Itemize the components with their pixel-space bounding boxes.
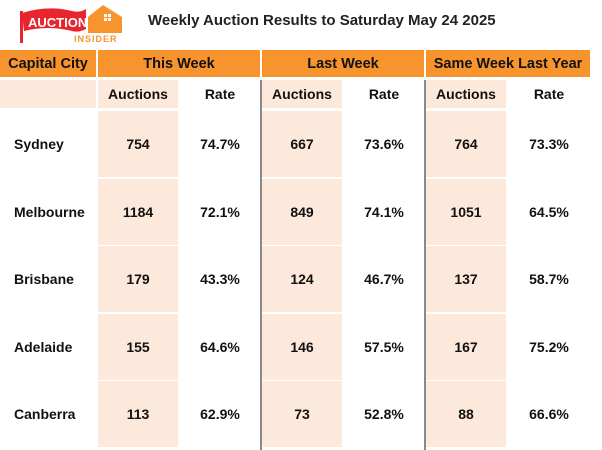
header-last-week: Last Week [262,50,424,77]
auctions-value: 137 [426,246,506,312]
rate-value: 62.9% [200,406,240,422]
city-name: Adelaide [14,339,73,355]
rate-value: 74.7% [200,136,240,152]
auctions-value: 124 [262,246,342,312]
rate-value: 64.6% [200,339,240,355]
auctions-value: 849 [262,179,342,245]
rate-value: 72.1% [200,204,240,220]
auctions-value: 1051 [426,179,506,245]
rate-value: 75.2% [529,339,569,355]
rate-value: 64.5% [529,204,569,220]
city-name: Sydney [14,136,64,152]
subheader-auctions: Auctions [426,80,506,108]
auction-insider-logo: AUCTION INSIDER [18,3,126,44]
subheader-rate: Rate [204,86,236,102]
svg-text:AUCTION: AUCTION [28,15,87,30]
header-capital-city: Capital City [0,50,96,77]
auctions-value: 179 [98,246,178,312]
rate-value: 43.3% [200,271,240,287]
divider [260,80,262,450]
auctions-value: 667 [262,111,342,177]
divider [424,80,426,450]
rate-value: 58.7% [529,271,569,287]
auctions-value: 88 [426,381,506,447]
rate-value: 73.6% [364,136,404,152]
auctions-value: 146 [262,314,342,380]
rate-value: 46.7% [364,271,404,287]
city-name: Canberra [14,406,76,422]
header-this-week: This Week [98,50,260,77]
auctions-value: 754 [98,111,178,177]
city-name: Brisbane [14,271,74,287]
page-title: Weekly Auction Results to Saturday May 2… [148,12,496,29]
subheader-blank [0,80,96,108]
rate-value: 57.5% [364,339,404,355]
subheader-rate: Rate [368,86,400,102]
svg-text:INSIDER: INSIDER [74,34,118,43]
auctions-value: 167 [426,314,506,380]
rate-value: 74.1% [364,204,404,220]
subheader-auctions: Auctions [262,80,342,108]
city-name: Melbourne [14,204,85,220]
auctions-value: 73 [262,381,342,447]
subheader-auctions: Auctions [98,80,178,108]
auctions-value: 113 [98,381,178,447]
rate-value: 52.8% [364,406,404,422]
subheader-rate: Rate [533,86,565,102]
auctions-value: 1184 [98,179,178,245]
rate-value: 66.6% [529,406,569,422]
header-same-week-last-year: Same Week Last Year [426,50,590,77]
auctions-value: 155 [98,314,178,380]
auctions-value: 764 [426,111,506,177]
rate-value: 73.3% [529,136,569,152]
